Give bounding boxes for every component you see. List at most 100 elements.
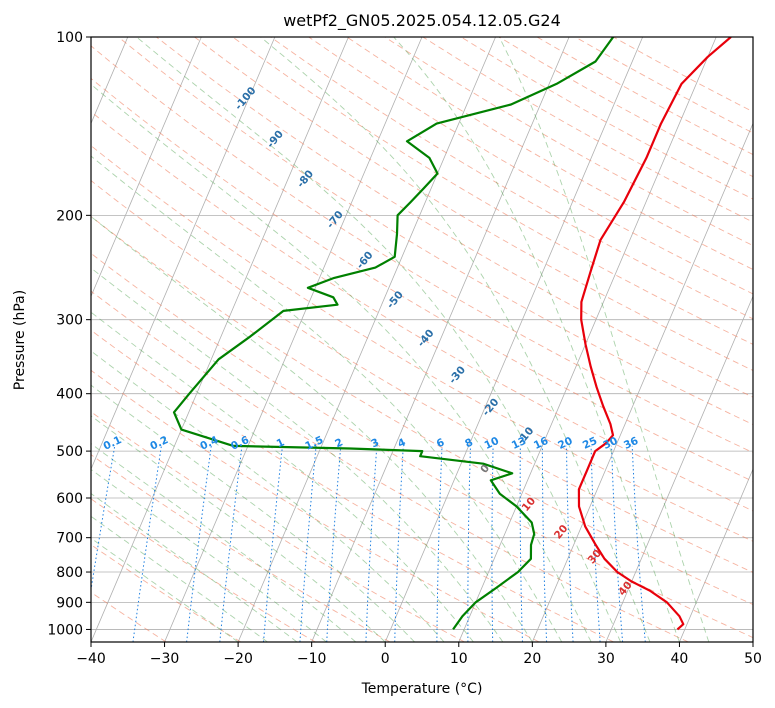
- mixing-ratio-line: [394, 445, 404, 642]
- mixing-ratio-label: 25: [581, 435, 599, 452]
- mixing-ratio-line: [299, 445, 317, 642]
- isotherm-line: [531, 122, 753, 642]
- isotherm-line: [384, 37, 644, 642]
- x-tick-label: 20: [523, 651, 541, 667]
- mixing-ratio-label: 10: [483, 435, 501, 452]
- dry-adiabat-label: -70: [325, 209, 346, 231]
- x-tick-label: 50: [744, 651, 762, 667]
- dry-adiabat-line: [91, 498, 316, 642]
- isotherm-line: [311, 37, 570, 642]
- moist-adiabat-line: [91, 415, 386, 642]
- dry-adiabat-line: [91, 111, 753, 512]
- mixing-ratio-label: 1: [275, 436, 287, 450]
- moist-adiabat-line: [91, 215, 533, 642]
- moist-adiabat-line: [91, 384, 415, 642]
- dry-adiabat-label: -50: [385, 289, 406, 311]
- x-tick-label: 30: [597, 651, 615, 667]
- mixing-ratio-line: [326, 445, 342, 642]
- dry-adiabat-label: -100: [233, 85, 259, 113]
- y-tick-label: 400: [56, 387, 83, 403]
- dry-adiabat-line: [91, 180, 753, 573]
- dry-adiabat-line: [91, 369, 540, 642]
- dry-adiabat-label: -40: [415, 327, 436, 349]
- mixing-ratio-line: [611, 445, 624, 642]
- mixing-ratio-line: [566, 445, 574, 642]
- isotherm-line: [91, 37, 276, 471]
- y-tick-label: 200: [56, 208, 83, 224]
- mixing-ratio-line: [91, 445, 116, 593]
- moist-adiabat-line: [91, 311, 474, 642]
- mixing-ratio-line: [132, 445, 162, 642]
- dry-adiabat-line: [91, 454, 391, 642]
- mixing-ratio-label: 1.5: [303, 434, 325, 453]
- mixing-ratio-line: [631, 445, 646, 642]
- x-tick-label: −30: [150, 651, 180, 667]
- moist-adiabat-line: [91, 492, 298, 642]
- x-tick-label: −20: [223, 651, 253, 667]
- mixing-ratio-line: [365, 445, 378, 642]
- y-tick-label: 600: [56, 491, 83, 507]
- dry-adiabat-line: [383, 37, 753, 247]
- mixing-ratio-label: 8: [463, 436, 475, 450]
- moist-adiabat-line: [136, 37, 622, 642]
- isotherm-line: [164, 37, 423, 642]
- plot-frame: [90, 36, 754, 643]
- dry-adiabat-label: -90: [265, 128, 286, 150]
- dry-adiabat-label: -80: [295, 168, 316, 190]
- dry-adiabat-line: [117, 37, 753, 426]
- moist-adiabat-label: 30: [586, 547, 605, 566]
- dry-adiabat-line: [269, 37, 753, 320]
- temperature-profile-line: [577, 37, 732, 631]
- y-axis-label: Pressure (hPa): [12, 290, 28, 390]
- moist-adiabat-line: [91, 537, 239, 642]
- x-tick-label: −10: [297, 651, 327, 667]
- y-tick-label: 800: [56, 565, 83, 581]
- y-tick-label: 900: [56, 595, 83, 611]
- mixing-ratio-line: [263, 445, 283, 642]
- dry-adiabat-line: [91, 252, 753, 639]
- dry-adiabat-line: [91, 411, 465, 642]
- chart-title: wetPf2_GN05.2025.054.12.05.G24: [283, 11, 561, 31]
- dry-adiabat-line: [574, 37, 753, 134]
- moist-adiabat-line: [260, 37, 651, 642]
- moist-adiabat-line: [498, 37, 710, 642]
- dry-adiabat-line: [91, 329, 614, 642]
- mixing-ratio-line: [186, 445, 212, 642]
- mixing-ratio-label: 6: [435, 436, 447, 450]
- mixing-ratio-line: [436, 445, 443, 642]
- dry-adiabat-line: [91, 215, 753, 606]
- moist-adiabat-label: 0: [478, 462, 492, 475]
- mixing-ratio-line: [519, 445, 523, 642]
- mixing-ratio-label: 16: [532, 435, 550, 452]
- isotherm-line: [91, 37, 349, 642]
- dry-adiabat-label: -20: [480, 396, 501, 418]
- mixing-ratio-label: 13: [510, 435, 528, 452]
- moist-adiabat-line: [91, 350, 445, 642]
- dry-adiabat-line: [155, 37, 753, 398]
- y-tick-label: 100: [56, 30, 83, 46]
- isotherm-line: [237, 37, 496, 642]
- x-axis-label: Temperature (°C): [361, 681, 483, 697]
- moist-adiabat-line: [91, 515, 268, 642]
- dry-adiabat-line: [91, 45, 753, 454]
- x-tick-label: 10: [450, 651, 468, 667]
- y-tick-label: 300: [56, 313, 83, 329]
- isotherm-line: [679, 468, 753, 642]
- moist-adiabat-line: [91, 468, 327, 642]
- mixing-ratio-label: 20: [556, 435, 574, 452]
- y-tick-label: 700: [56, 531, 83, 547]
- x-tick-label: 0: [381, 651, 390, 667]
- mixing-ratio-label: 2: [333, 436, 345, 450]
- dry-adiabat-line: [498, 37, 753, 178]
- isotherm-line: [458, 37, 717, 642]
- dry-adiabat-line: [91, 544, 242, 642]
- mixing-ratio-label: 0.6: [229, 434, 251, 453]
- dry-adiabat-line: [346, 37, 753, 270]
- mixing-ratio-label: 36: [622, 435, 640, 452]
- isotherm-line: [605, 295, 753, 642]
- x-tick-label: 40: [671, 651, 689, 667]
- mixing-ratio-line: [467, 445, 471, 642]
- moist-adiabat-line: [91, 267, 504, 642]
- isotherm-line: [91, 37, 202, 298]
